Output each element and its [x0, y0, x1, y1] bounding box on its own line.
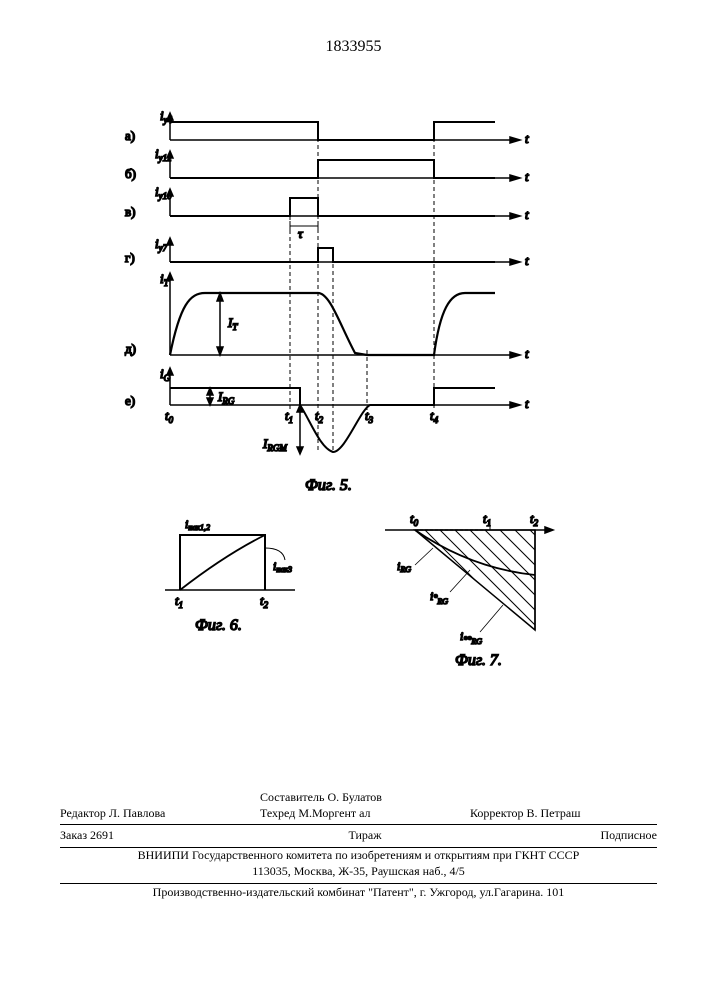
fig5-row-a-t: t — [525, 131, 529, 146]
footer-order: Заказ 2691 Тираж Подписное — [60, 828, 657, 848]
fig6-label-top: iнак1,2 — [185, 517, 210, 532]
fig5-row-b-label: б) — [125, 166, 136, 181]
fig5-row-v-label: в) — [125, 204, 135, 219]
fig5-t0: t0 — [165, 408, 174, 425]
footer-corrector: Корректор В. Петраш — [470, 806, 657, 822]
footer-editor: Редактор Л. Павлова — [60, 806, 260, 822]
diagram-figure-5-6-7: iу4 а) t iу12 б) t iу10 в) — [115, 110, 575, 670]
fig6-t1: t1 — [175, 593, 183, 610]
fig5-row-e-label: е) — [125, 393, 135, 408]
fig5-t3: t3 — [365, 408, 374, 425]
fig7-i3: i**RG — [460, 629, 482, 646]
fig7-caption: Фиг. 7. — [455, 652, 502, 669]
footer-order-number: Заказ 2691 — [60, 828, 260, 844]
fig6-label-curve: iнак3 — [273, 559, 292, 574]
fig7-t2: t2 — [530, 511, 539, 528]
fig5-row-g-ylabel: iу7 — [155, 236, 168, 253]
footer-org-name: ВНИИПИ Государственного комитета по изоб… — [60, 848, 657, 864]
fig5-t1: t1 — [285, 408, 293, 425]
fig5-row-d-t: t — [525, 346, 529, 361]
fig5-t4: t4 — [430, 408, 439, 425]
fig7-i2: i*RG — [430, 589, 448, 606]
fig5-tau-label: τ — [298, 226, 304, 241]
footer-subscription: Подписное — [470, 828, 657, 844]
footer-tech: Техред М.Моргент ал — [260, 806, 470, 822]
footer-org-address: 113035, Москва, Ж-35, Раушская наб., 4/5 — [60, 864, 657, 880]
fig5-IT-label: IT — [227, 315, 238, 332]
fig7-t1: t1 — [483, 511, 491, 528]
footer-tirazh: Тираж — [260, 828, 470, 844]
fig5-row-g-label: г) — [125, 250, 135, 265]
fig5-t2: t2 — [315, 408, 324, 425]
fig7-t0: t0 — [410, 511, 419, 528]
footer-compiler: Составитель О. Булатов — [260, 790, 470, 806]
page-number: 1833955 — [0, 38, 707, 56]
fig7-i1: iRG — [397, 559, 411, 574]
fig5-caption: Фиг. 5. — [305, 477, 352, 494]
fig5-row-a-label: а) — [125, 128, 135, 143]
footer-org: ВНИИПИ Государственного комитета по изоб… — [60, 848, 657, 884]
fig5-row-e-t: t — [525, 396, 529, 411]
fig5-row-v-t: t — [525, 207, 529, 222]
fig5-row-b-t: t — [525, 169, 529, 184]
footer-publisher: Производственно-издательский комбинат "П… — [60, 885, 657, 901]
fig5-row-d-label: д) — [125, 341, 136, 356]
fig5-IRGM-label: IRGM — [262, 436, 287, 453]
fig6-t2: t2 — [260, 593, 269, 610]
footer-credits: Составитель О. Булатов Редактор Л. Павло… — [60, 790, 657, 825]
fig5-IRG-label: IRG — [217, 389, 235, 406]
fig5-row-g-t: t — [525, 253, 529, 268]
fig6-caption: Фиг. 6. — [195, 617, 242, 634]
